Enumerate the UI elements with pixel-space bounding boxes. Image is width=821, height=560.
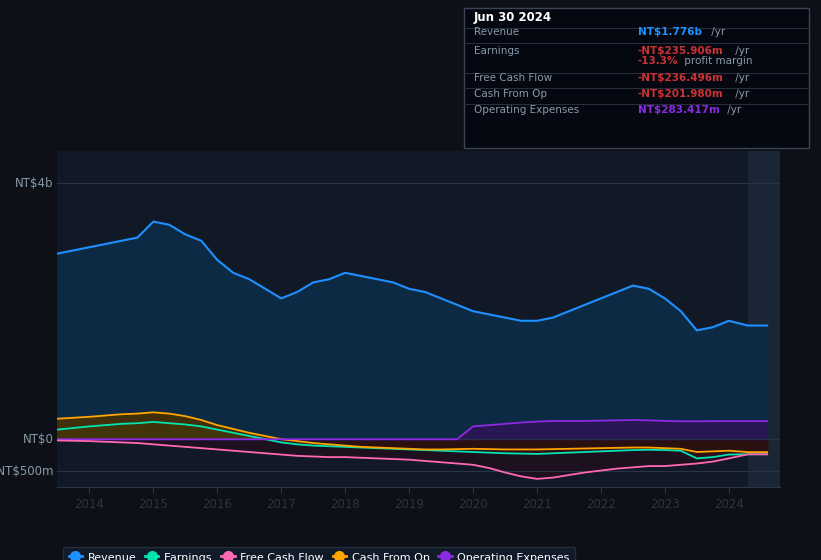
Text: NT$283.417m: NT$283.417m [638, 105, 720, 115]
Text: NT$0: NT$0 [23, 433, 54, 446]
Text: Operating Expenses: Operating Expenses [474, 105, 579, 115]
Text: NT$1.776b: NT$1.776b [638, 27, 702, 38]
Text: NT$4b: NT$4b [16, 177, 54, 190]
Text: /yr: /yr [732, 46, 750, 57]
Text: /yr: /yr [732, 73, 750, 83]
Bar [748, 151, 780, 487]
Legend: Revenue, Earnings, Free Cash Flow, Cash From Op, Operating Expenses: Revenue, Earnings, Free Cash Flow, Cash … [63, 547, 576, 560]
Text: -NT$235.906m: -NT$235.906m [638, 46, 723, 57]
Text: -NT$236.496m: -NT$236.496m [638, 73, 724, 83]
Text: -NT$201.980m: -NT$201.980m [638, 89, 723, 99]
Text: /yr: /yr [724, 105, 741, 115]
Text: Cash From Op: Cash From Op [474, 89, 547, 99]
Text: profit margin: profit margin [681, 57, 752, 67]
Text: /yr: /yr [708, 27, 725, 38]
Text: Jun 30 2024: Jun 30 2024 [474, 11, 552, 24]
Text: Revenue: Revenue [474, 27, 519, 38]
Text: /yr: /yr [732, 89, 750, 99]
Text: -NT$500m: -NT$500m [0, 465, 54, 478]
Text: Earnings: Earnings [474, 46, 519, 57]
Text: -13.3%: -13.3% [638, 57, 678, 67]
Text: Free Cash Flow: Free Cash Flow [474, 73, 552, 83]
